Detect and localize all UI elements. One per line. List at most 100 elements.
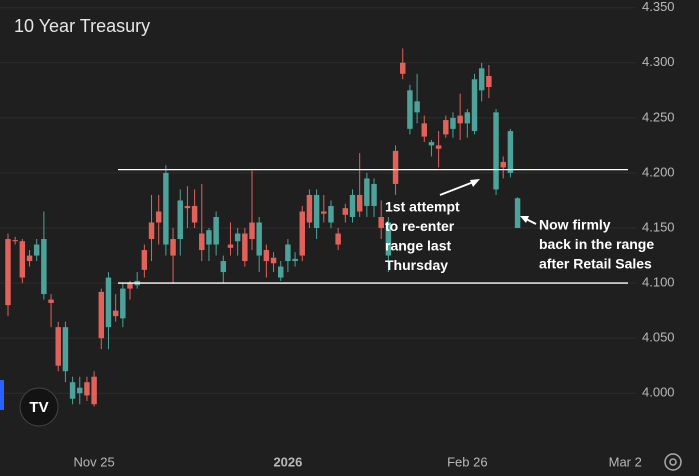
candle-body bbox=[155, 211, 162, 223]
annotation-text: Now firmly bbox=[539, 217, 611, 233]
candle-body bbox=[227, 244, 234, 248]
candle-body bbox=[328, 205, 334, 223]
candles bbox=[5, 48, 521, 407]
candle-body bbox=[249, 222, 255, 240]
candle-body bbox=[91, 376, 97, 405]
candle-body bbox=[285, 244, 291, 262]
candle-body bbox=[41, 239, 47, 295]
tradingview-logo[interactable]: TV bbox=[19, 387, 59, 427]
candle-body bbox=[342, 208, 349, 215]
x-tick-label: Mar 2 bbox=[609, 454, 642, 469]
arrow bbox=[439, 180, 477, 196]
candle-body bbox=[407, 90, 413, 129]
candle-body bbox=[450, 117, 456, 129]
svg-text:TV: TV bbox=[29, 399, 48, 416]
candle-body bbox=[500, 161, 506, 168]
candle-body bbox=[170, 239, 176, 256]
candle-body bbox=[349, 194, 356, 217]
candle-body bbox=[112, 310, 119, 317]
candle-body bbox=[471, 79, 478, 132]
y-tick-label: 4.350 bbox=[642, 0, 675, 14]
y-tick-label: 4.050 bbox=[642, 330, 675, 345]
candle-body bbox=[321, 211, 327, 214]
candle-body bbox=[177, 200, 183, 240]
candle-body bbox=[5, 239, 11, 306]
candle-body bbox=[55, 327, 61, 366]
y-tick-label: 4.200 bbox=[642, 164, 675, 179]
candle-body bbox=[421, 123, 427, 137]
candle-body bbox=[299, 211, 305, 256]
candle-body bbox=[263, 250, 270, 262]
candle-body bbox=[19, 241, 26, 278]
candle-body bbox=[12, 240, 18, 242]
candle-body bbox=[26, 255, 33, 262]
candle-body bbox=[364, 178, 370, 206]
candle-body bbox=[464, 112, 471, 124]
candle-body bbox=[392, 150, 399, 184]
annotation-text: to re-enter bbox=[385, 218, 455, 234]
y-tick-label: 4.300 bbox=[642, 54, 675, 69]
x-tick-label: Nov 25 bbox=[74, 454, 115, 469]
candle-body bbox=[163, 172, 169, 245]
candle-body bbox=[428, 142, 435, 146]
candle-body bbox=[127, 283, 133, 289]
candle-body bbox=[270, 257, 277, 264]
annotation-text: after Retail Sales bbox=[539, 256, 652, 272]
candle-body bbox=[385, 222, 392, 256]
y-tick-label: 4.250 bbox=[642, 109, 675, 124]
candle-body bbox=[457, 115, 463, 124]
candle-body bbox=[191, 205, 198, 223]
y-tick-label: 4.000 bbox=[642, 385, 675, 400]
candle-body bbox=[62, 327, 69, 372]
candle-body bbox=[33, 244, 40, 256]
candle-body bbox=[371, 183, 377, 206]
candle-body bbox=[443, 120, 449, 135]
candle-body bbox=[378, 216, 384, 229]
candle-body bbox=[98, 291, 105, 339]
y-tick-label: 4.150 bbox=[642, 219, 675, 234]
candle-body bbox=[213, 216, 219, 245]
candle-body bbox=[292, 258, 298, 262]
candle-body bbox=[335, 233, 341, 245]
candle-body bbox=[120, 288, 126, 319]
candle-body bbox=[141, 250, 148, 270]
candle-body bbox=[356, 194, 363, 212]
candle-body bbox=[400, 62, 406, 74]
y-tick-label: 4.100 bbox=[642, 275, 675, 290]
annotations: 1st attempt to re-enter range last Thursday… bbox=[118, 168, 654, 284]
candle-body bbox=[148, 222, 155, 240]
annotation-text: back in the range bbox=[539, 236, 654, 252]
candle-body bbox=[184, 205, 191, 209]
chart-title: 10 Year Treasury bbox=[14, 16, 150, 36]
settings-icon[interactable] bbox=[664, 453, 682, 471]
candle-body bbox=[514, 198, 521, 229]
candle-body bbox=[256, 222, 262, 256]
candle-body bbox=[234, 233, 241, 242]
candle-body bbox=[486, 76, 492, 88]
grid: 4.000 4.050 4.100 4.150 4.200 4.250 4.300 4.350… bbox=[0, 0, 675, 469]
side-tab[interactable] bbox=[0, 380, 4, 410]
candle-body bbox=[277, 266, 284, 278]
x-tick-label: Feb 26 bbox=[447, 454, 487, 469]
candle-body bbox=[493, 112, 499, 190]
candle-body bbox=[199, 233, 205, 251]
candle-body bbox=[313, 194, 320, 229]
arrow-head bbox=[520, 216, 529, 223]
candle-body bbox=[435, 145, 442, 149]
annotation-text: Thursday bbox=[385, 257, 448, 273]
candle-body bbox=[507, 131, 514, 173]
candle-body bbox=[77, 387, 83, 394]
candle-body bbox=[478, 68, 485, 91]
candle-body bbox=[48, 299, 54, 303]
candle-body bbox=[220, 261, 227, 273]
candle-body bbox=[414, 101, 420, 113]
candle-body bbox=[306, 194, 313, 223]
annotation-text: 1st attempt bbox=[385, 199, 460, 215]
candle-body bbox=[206, 230, 212, 245]
arrow-head bbox=[470, 179, 480, 187]
candle-body bbox=[242, 233, 248, 262]
annotation-text: range last bbox=[385, 238, 451, 254]
x-tick-label: 2026 bbox=[273, 454, 302, 469]
candle-body bbox=[105, 277, 112, 328]
